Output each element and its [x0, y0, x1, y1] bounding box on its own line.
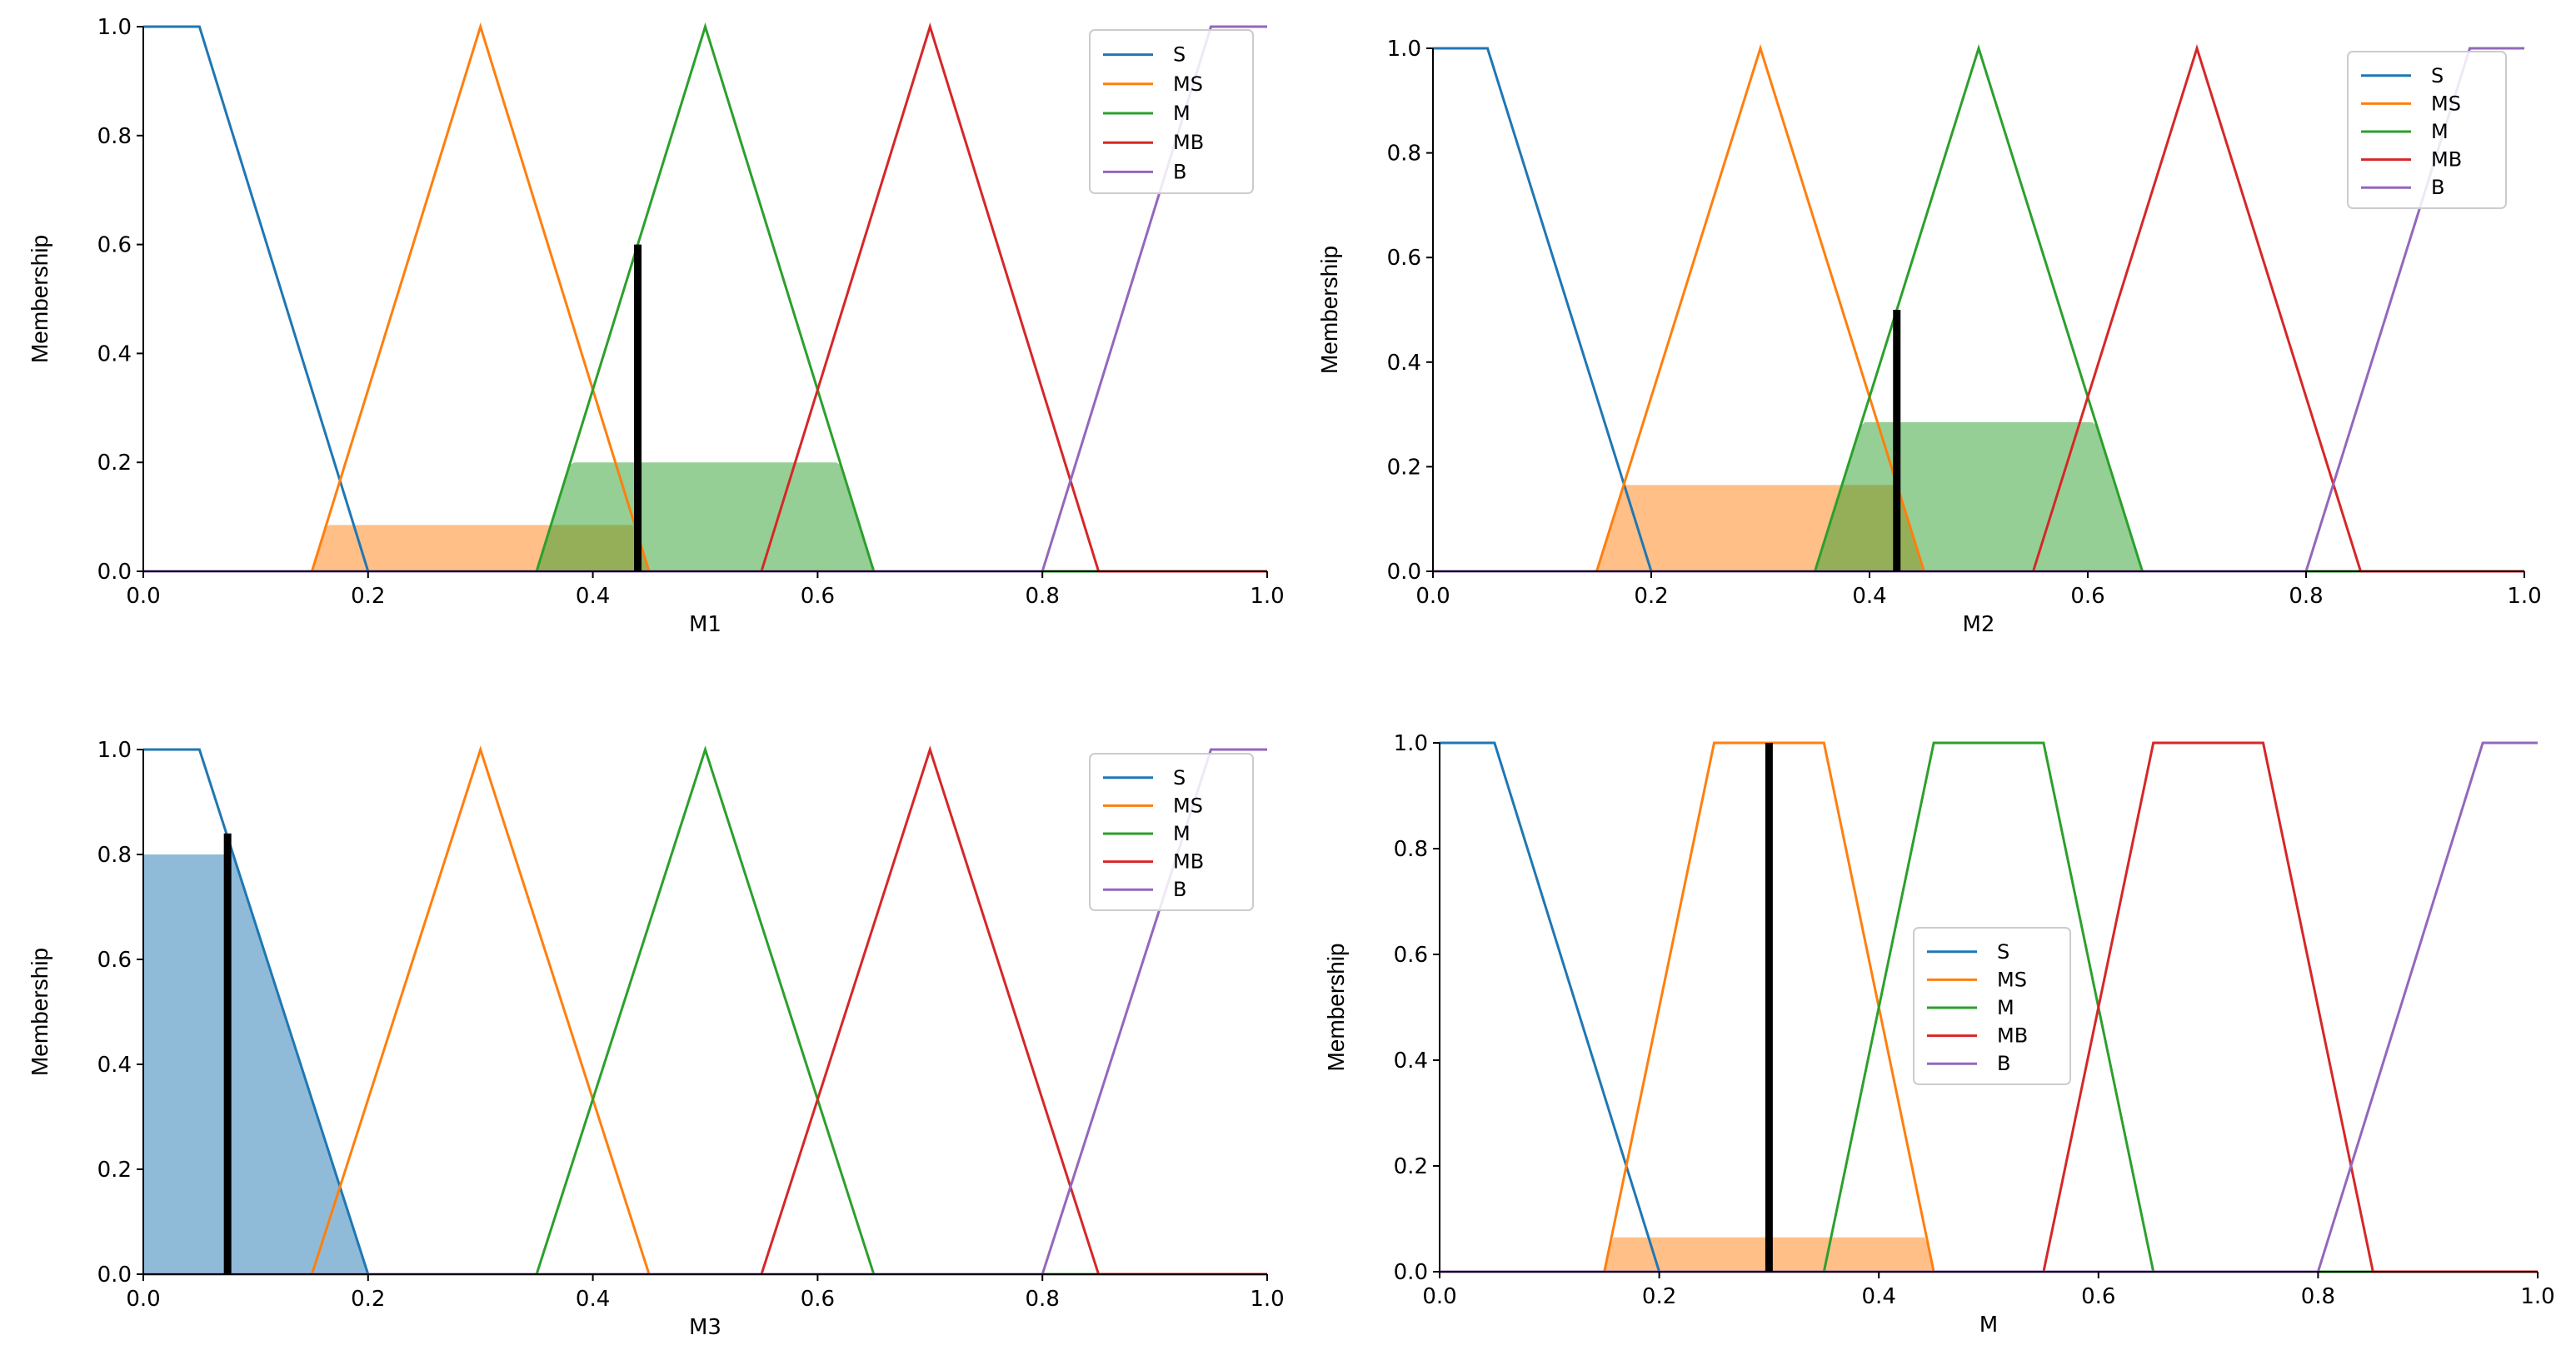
- x-tick-label: 1.0: [1250, 1287, 1284, 1312]
- y-tick-label: 0.6: [97, 233, 132, 258]
- legend-label-mb: MB: [1997, 1024, 2028, 1048]
- chart-panel-m3: 0.0 0.2 0.4 0.6 0.8 1.0 0.0 0.2 0.4 0.6 0.8 1.0 M3 Me…: [27, 738, 1285, 1340]
- y-tick-label: 0.2: [1394, 1154, 1428, 1179]
- legend-label-s: S: [1173, 43, 1186, 67]
- y-tick-label: 0.8: [1394, 837, 1428, 862]
- legend-label-ms: MS: [1173, 72, 1203, 96]
- x-tick-label: 0.0: [1422, 1284, 1456, 1309]
- x-tick-label: 0.0: [126, 584, 160, 609]
- legend: S MS M MB B: [2347, 51, 2507, 209]
- x-tick-label: 0.6: [801, 1287, 835, 1312]
- x-tick-label: 0.8: [1026, 584, 1060, 609]
- legend-frame: [1913, 927, 2071, 1085]
- activation-fill-ms: [1440, 1237, 2538, 1272]
- chart-panel-m2: 0.0 0.2 0.4 0.6 0.8 1.0 0.0 0.2 0.4 0.6 0.8 1.0 M2 Me…: [1316, 37, 2542, 637]
- activation-fill-s: [143, 854, 1267, 1274]
- y-tick-label: 0.6: [1394, 943, 1428, 968]
- legend-label-m: M: [2431, 120, 2449, 143]
- activation-fill-m: [143, 462, 1267, 571]
- y-tick-label: 0.8: [97, 843, 132, 868]
- x-tick-label: 0.6: [2081, 1284, 2115, 1309]
- y-axis-label: Membership: [1316, 246, 1342, 374]
- y-tick-label: 0.0: [97, 560, 132, 585]
- x-tick-label: 0.2: [351, 1287, 385, 1312]
- legend-label-b: B: [1173, 878, 1186, 901]
- x-axis-label: M2: [1963, 612, 1995, 637]
- legend-label-s: S: [2431, 64, 2444, 87]
- legend-label-mb: MB: [1173, 131, 1204, 154]
- x-tick-label: 0.0: [126, 1287, 160, 1312]
- chart-panel-m: 0.0 0.2 0.4 0.6 0.8 1.0 0.0 0.2 0.4 0.6 0.8 1.0 M Mem…: [1323, 731, 2555, 1338]
- y-tick-label: 0.6: [1387, 246, 1421, 271]
- x-tick-label: 0.6: [2070, 584, 2104, 609]
- y-tick-label: 1.0: [1387, 37, 1421, 62]
- y-axis-label: Membership: [27, 235, 52, 363]
- legend-label-ms: MS: [1173, 794, 1203, 817]
- legend: S MS M MB B: [1913, 927, 2071, 1085]
- x-tick-label: 0.8: [1026, 1287, 1060, 1312]
- legend-label-b: B: [1173, 160, 1186, 183]
- x-axis-label: M3: [689, 1315, 721, 1340]
- legend-label-b: B: [2431, 176, 2444, 199]
- y-tick-label: 0.2: [1387, 455, 1421, 480]
- y-tick-label: 0.0: [97, 1263, 132, 1288]
- y-tick-label: 0.2: [97, 1158, 132, 1183]
- legend-label-b: B: [1997, 1052, 2010, 1075]
- x-axis-label: M: [1979, 1313, 1998, 1338]
- y-tick-label: 0.8: [97, 124, 132, 149]
- x-tick-label: 0.2: [1642, 1284, 1676, 1309]
- legend-frame: [2347, 51, 2507, 209]
- legend-label-s: S: [1997, 940, 2009, 964]
- legend-frame: [1089, 753, 1254, 911]
- legend-label-s: S: [1173, 766, 1186, 790]
- chart-panel-m1: 0.0 0.2 0.4 0.6 0.8 1.0 0.0 0.2 0.4 0.6 0.8 1.0 M1 Me…: [27, 15, 1285, 637]
- y-tick-label: 0.4: [1394, 1049, 1428, 1074]
- y-tick-label: 0.2: [97, 451, 132, 476]
- legend-frame: [1089, 29, 1254, 194]
- y-tick-label: 1.0: [97, 15, 132, 40]
- y-tick-label: 0.4: [97, 341, 132, 366]
- y-tick-label: 0.4: [1387, 351, 1421, 376]
- legend: S MS M MB B: [1089, 29, 1254, 194]
- x-tick-label: 0.4: [576, 1287, 610, 1312]
- x-tick-label: 0.4: [576, 584, 610, 609]
- y-tick-label: 0.0: [1387, 560, 1421, 585]
- activation-fill-ms: [143, 525, 1267, 571]
- x-tick-label: 0.0: [1415, 584, 1450, 609]
- y-tick-label: 0.0: [1394, 1260, 1428, 1285]
- y-axis-label: Membership: [27, 948, 52, 1076]
- y-tick-label: 1.0: [1394, 731, 1428, 756]
- x-tick-label: 0.4: [1852, 584, 1886, 609]
- x-tick-label: 0.2: [351, 584, 385, 609]
- legend-label-m: M: [1997, 996, 2014, 1019]
- legend-label-m: M: [1173, 822, 1191, 845]
- y-tick-label: 1.0: [97, 738, 132, 763]
- legend: S MS M MB B: [1089, 753, 1254, 911]
- y-tick-label: 0.6: [97, 948, 132, 973]
- y-tick-label: 0.8: [1387, 142, 1421, 167]
- legend-label-mb: MB: [1173, 850, 1204, 874]
- legend-label-mb: MB: [2431, 148, 2462, 172]
- legend-label-ms: MS: [1997, 968, 2027, 991]
- activation-fill-ms: [1433, 485, 2524, 571]
- x-tick-label: 0.4: [1862, 1284, 1896, 1309]
- y-tick-label: 0.4: [97, 1053, 132, 1078]
- x-tick-label: 0.6: [801, 584, 835, 609]
- activation-fill-m: [1433, 422, 2524, 571]
- x-tick-label: 1.0: [1250, 584, 1284, 609]
- legend-label-ms: MS: [2431, 92, 2461, 115]
- y-axis-label: Membership: [1323, 943, 1349, 1071]
- x-tick-label: 1.0: [2520, 1284, 2554, 1309]
- x-tick-label: 0.8: [2301, 1284, 2335, 1309]
- legend-label-m: M: [1173, 102, 1191, 125]
- x-tick-label: 0.2: [1634, 584, 1668, 609]
- x-tick-label: 1.0: [2507, 584, 2541, 609]
- x-axis-label: M1: [689, 612, 721, 637]
- x-tick-label: 0.8: [2289, 584, 2323, 609]
